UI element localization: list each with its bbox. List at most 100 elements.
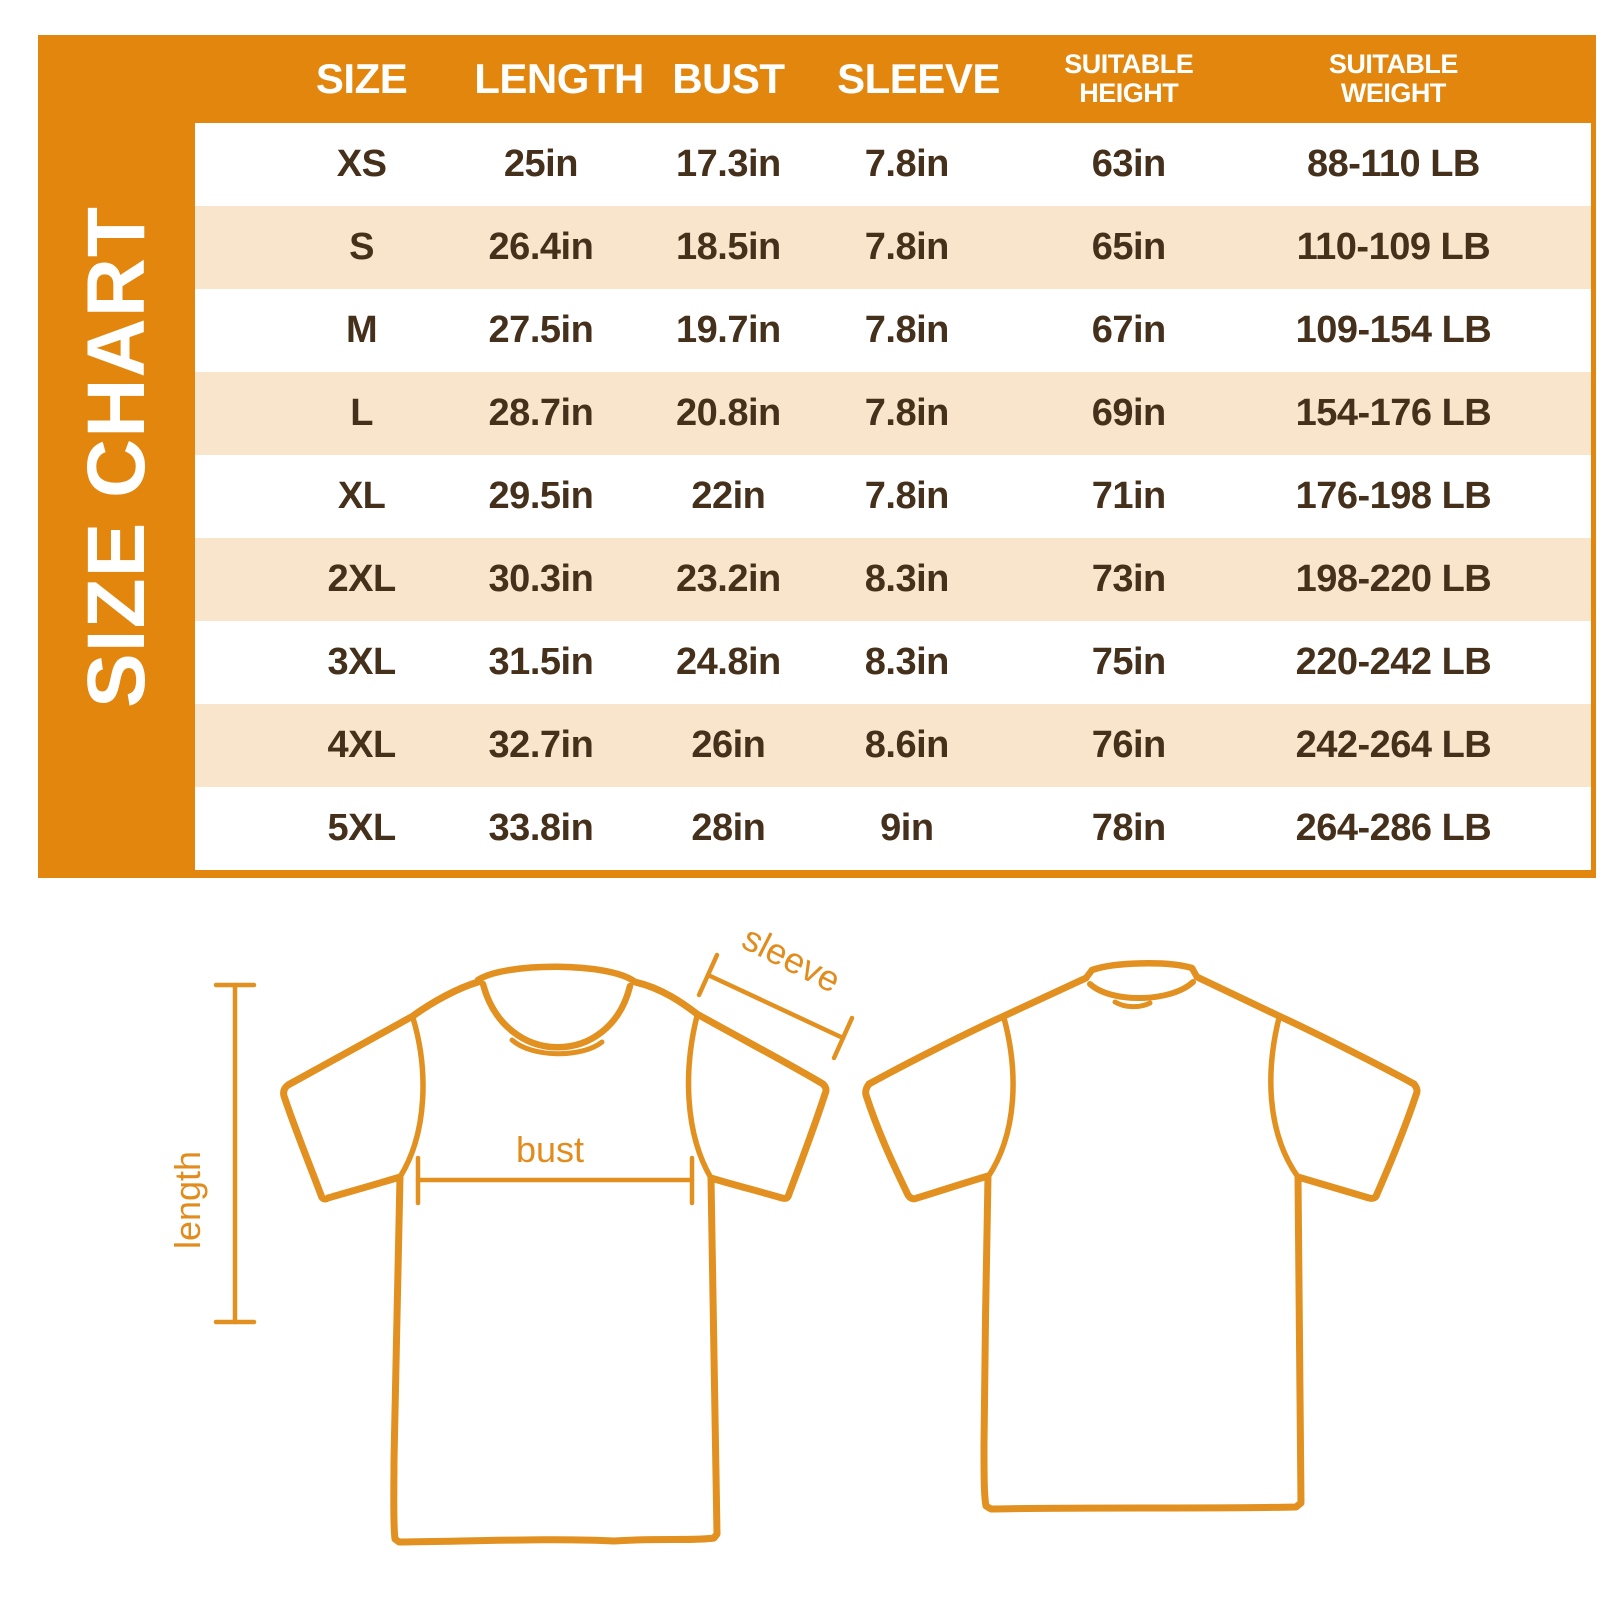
- cell-weight: 220-242 LB: [1295, 641, 1492, 683]
- cell-bust: 23.2in: [676, 558, 781, 600]
- cell-sleeve: 7.8in: [864, 392, 950, 434]
- cell-size: 5XL: [327, 807, 396, 849]
- tshirt-back-collar-band: [1087, 979, 1196, 1002]
- cell-height: 75in: [1091, 641, 1167, 683]
- cell-height: 76in: [1091, 724, 1167, 766]
- table-row: XL 29.5in 22in 7.8in 71in 176-198 LB: [195, 455, 1591, 538]
- cell-length: 25in: [503, 143, 579, 185]
- suitable-weight-line2: WEIGHT: [1340, 78, 1447, 108]
- cell-weight: 264-286 LB: [1295, 807, 1492, 849]
- tshirt-front-collar-band: [479, 980, 634, 1051]
- measurement-diagram: length bust sleeve: [167, 917, 1421, 1546]
- table-row: L 28.7in 20.8in 7.8in 69in 154-176 LB: [195, 372, 1591, 455]
- size-chart-title: SIZE CHART: [70, 205, 162, 708]
- cell-height: 69in: [1091, 392, 1167, 434]
- tshirt-front-right-seam: [685, 1013, 714, 1181]
- cell-size: XL: [337, 475, 386, 517]
- cell-bust: 26in: [691, 724, 766, 766]
- table-row: S 26.4in 18.5in 7.8in 65in 110-109 LB: [195, 206, 1591, 289]
- cell-weight: 110-109 LB: [1296, 226, 1491, 268]
- tshirt-back-right-seam: [1268, 1015, 1301, 1180]
- cell-sleeve: 8.3in: [864, 558, 950, 600]
- cell-height: 65in: [1091, 226, 1167, 268]
- cell-weight: 88-110 LB: [1306, 143, 1480, 185]
- cell-size: S: [349, 226, 375, 268]
- cell-weight: 109-154 LB: [1295, 309, 1492, 351]
- cell-size: L: [350, 392, 373, 434]
- cell-weight: 176-198 LB: [1295, 475, 1492, 517]
- cell-bust: 22in: [691, 475, 766, 517]
- sleeve-label: sleeve: [736, 917, 847, 1001]
- cell-height: 78in: [1091, 807, 1167, 849]
- cell-weight: 242-264 LB: [1295, 724, 1492, 766]
- table-header-row: SIZE LENGTH BUST SLEEVE SUITABLE HEIGHT …: [195, 35, 1591, 123]
- col-header-length: LENGTH: [474, 55, 644, 102]
- cell-size: 2XL: [327, 558, 396, 600]
- col-header-suitable-weight: SUITABLE WEIGHT: [1256, 48, 1591, 108]
- cell-weight: 198-220 LB: [1295, 558, 1492, 600]
- tshirt-front-left-seam: [397, 1015, 426, 1180]
- sleeve-tick-right: [831, 1015, 855, 1061]
- col-header-size: SIZE: [315, 55, 408, 102]
- bust-label: bust: [516, 1129, 584, 1170]
- table-row: 5XL 33.8in 28in 9in 78in 264-286 LB: [195, 787, 1591, 870]
- cell-sleeve: 9in: [880, 807, 934, 849]
- sleeve-line: [705, 972, 846, 1041]
- table-row: 2XL 30.3in 23.2in 8.3in 73in 198-220 LB: [195, 538, 1591, 621]
- tshirt-back-collar-stitch: [1112, 999, 1153, 1010]
- cell-size: 4XL: [327, 724, 396, 766]
- tshirt-front-collar-stitch: [509, 1037, 605, 1057]
- tshirt-front-collar-top: [474, 963, 639, 986]
- cell-weight: 154-176 LB: [1295, 392, 1492, 434]
- cell-bust: 18.5in: [676, 226, 781, 268]
- cell-length: 30.3in: [488, 558, 594, 600]
- size-table: SIZE LENGTH BUST SLEEVE SUITABLE HEIGHT …: [195, 35, 1596, 878]
- cell-length: 28.7in: [488, 392, 594, 434]
- tshirt-back-outline: [862, 973, 1421, 1513]
- suitable-height-line2: HEIGHT: [1079, 78, 1179, 108]
- sleeve-measure: sleeve: [696, 917, 855, 1061]
- cell-size: XS: [336, 143, 387, 185]
- col-header-sleeve: SLEEVE: [837, 55, 1000, 102]
- tshirt-front-outline: [280, 978, 830, 1546]
- table-body: XS 25in 17.3in 7.8in 63in 88-110 LB S 26…: [195, 123, 1591, 870]
- table-row: 3XL 31.5in 24.8in 8.3in 75in 220-242 LB: [195, 621, 1591, 704]
- cell-sleeve: 8.3in: [864, 641, 950, 683]
- suitable-weight-line1: SUITABLE: [1328, 48, 1459, 79]
- cell-height: 73in: [1091, 558, 1167, 600]
- cell-length: 31.5in: [488, 641, 594, 683]
- cell-bust: 19.7in: [676, 309, 781, 351]
- col-header-bust: BUST: [672, 55, 785, 102]
- cell-sleeve: 7.8in: [864, 309, 950, 351]
- cell-height: 63in: [1091, 143, 1167, 185]
- table-row: XS 25in 17.3in 7.8in 63in 88-110 LB: [195, 123, 1591, 206]
- cell-length: 29.5in: [488, 475, 594, 517]
- cell-sleeve: 7.8in: [864, 226, 950, 268]
- tshirt-back-left-seam: [985, 1015, 1016, 1180]
- size-chart-side-band: SIZE CHART: [38, 35, 195, 878]
- bust-measure: bust: [415, 1129, 695, 1206]
- tshirt-front-diagram: [280, 963, 830, 1546]
- cell-length: 27.5in: [488, 309, 594, 351]
- cell-size: 3XL: [327, 641, 396, 683]
- table-row: 4XL 32.7in 26in 8.6in 76in 242-264 LB: [195, 704, 1591, 787]
- tshirt-back-collar-top: [1082, 960, 1201, 982]
- table-row: M 27.5in 19.7in 7.8in 67in 109-154 LB: [195, 289, 1591, 372]
- cell-sleeve: 7.8in: [864, 475, 950, 517]
- cell-length: 33.8in: [488, 807, 594, 849]
- cell-bust: 28in: [691, 807, 766, 849]
- suitable-height-line1: SUITABLE: [1064, 48, 1194, 79]
- size-chart-panel: SIZE CHART SIZE LENGTH BUST SLEEVE SUITA…: [38, 35, 1596, 878]
- cell-height: 71in: [1091, 475, 1167, 517]
- cell-size: M: [346, 309, 378, 351]
- length-label: length: [167, 1151, 208, 1249]
- length-measure: length: [167, 982, 257, 1325]
- cell-bust: 17.3in: [676, 143, 781, 185]
- cell-sleeve: 7.8in: [864, 143, 950, 185]
- cell-sleeve: 8.6in: [864, 724, 950, 766]
- cell-length: 32.7in: [488, 724, 594, 766]
- cell-height: 67in: [1091, 309, 1167, 351]
- sleeve-tick-left: [696, 952, 720, 998]
- col-header-suitable-height: SUITABLE HEIGHT: [1019, 48, 1256, 108]
- cell-bust: 20.8in: [676, 392, 781, 434]
